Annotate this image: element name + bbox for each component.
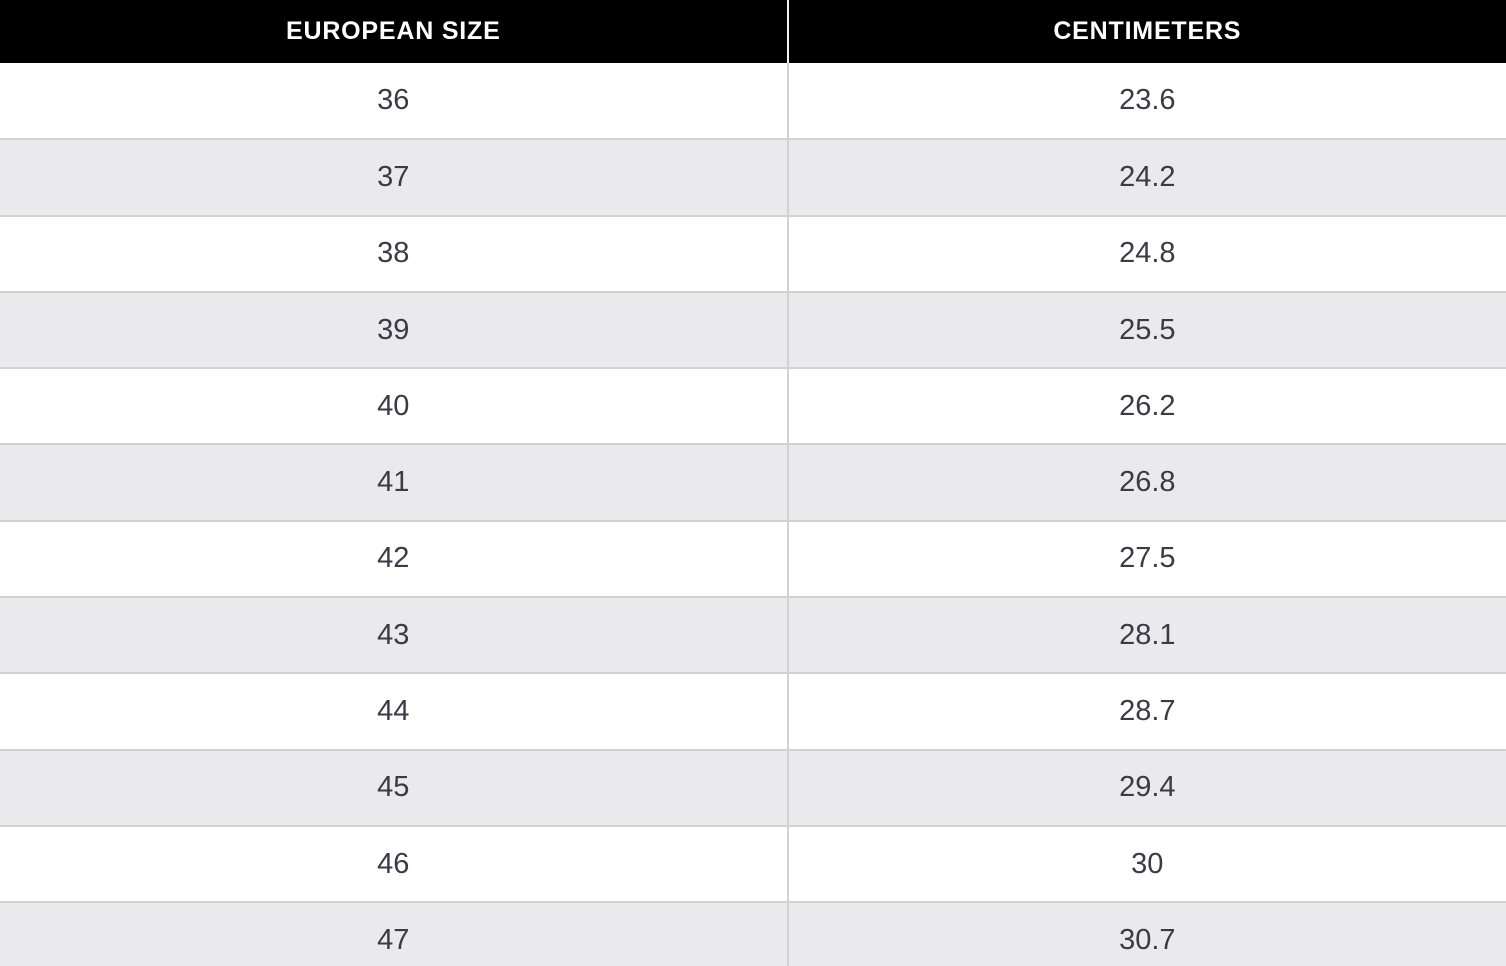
column-header-european-size: EUROPEAN SIZE	[0, 0, 789, 63]
centimeters-cell: 29.4	[787, 748, 1506, 826]
centimeters-cell: 24.8	[787, 214, 1506, 292]
column-header-centimeters: CENTIMETERS	[787, 0, 1506, 63]
centimeters-cell: 30.7	[787, 901, 1506, 966]
european-size-cell: 46	[0, 824, 789, 903]
centimeters-cell: 26.8	[787, 443, 1506, 521]
table-row: 44 28.7	[0, 672, 1506, 750]
header-row: EUROPEAN SIZE CENTIMETERS	[0, 0, 1506, 63]
centimeters-cell: 25.5	[787, 290, 1506, 369]
table-header: EUROPEAN SIZE CENTIMETERS	[0, 0, 1506, 63]
european-size-cell: 39	[0, 290, 789, 369]
table-body: 36 23.6 37 24.2 38 24.8 39 25.5 40 26.2 41 26.8 42 27…	[0, 63, 1506, 966]
table-row: 37 24.2	[0, 138, 1506, 216]
european-size-cell: 41	[0, 443, 789, 521]
european-size-cell: 45	[0, 748, 789, 826]
centimeters-cell: 28.7	[787, 672, 1506, 750]
table-row: 46 30	[0, 824, 1506, 903]
centimeters-cell: 26.2	[787, 367, 1506, 445]
centimeters-cell: 30	[787, 824, 1506, 903]
european-size-cell: 36	[0, 63, 789, 140]
european-size-cell: 40	[0, 367, 789, 445]
table-row: 43 28.1	[0, 596, 1506, 674]
european-size-cell: 47	[0, 901, 789, 966]
european-size-cell: 43	[0, 596, 789, 674]
table-row: 47 30.7	[0, 901, 1506, 966]
table-row: 39 25.5	[0, 290, 1506, 369]
centimeters-cell: 24.2	[787, 138, 1506, 216]
european-size-cell: 42	[0, 519, 789, 598]
table-row: 45 29.4	[0, 748, 1506, 826]
table-row: 40 26.2	[0, 367, 1506, 445]
centimeters-cell: 28.1	[787, 596, 1506, 674]
centimeters-cell: 27.5	[787, 519, 1506, 598]
european-size-cell: 38	[0, 214, 789, 292]
table-row: 36 23.6	[0, 63, 1506, 140]
table-row: 41 26.8	[0, 443, 1506, 521]
centimeters-cell: 23.6	[787, 63, 1506, 140]
table-row: 42 27.5	[0, 519, 1506, 598]
european-size-cell: 37	[0, 138, 789, 216]
european-size-cell: 44	[0, 672, 789, 750]
table-row: 38 24.8	[0, 214, 1506, 292]
